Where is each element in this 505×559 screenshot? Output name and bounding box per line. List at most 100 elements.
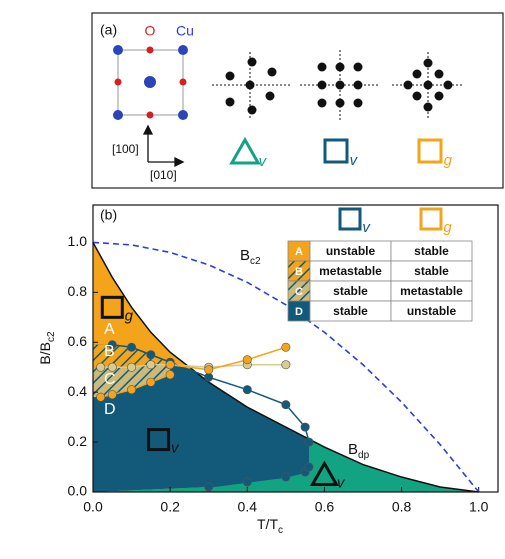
direction-arrows <box>142 124 185 168</box>
x-tick-label: 1.0 <box>469 499 489 515</box>
data-point <box>107 362 117 372</box>
table-text: stable <box>333 284 368 298</box>
square-symbol: g <box>417 138 453 169</box>
region-label: D <box>104 401 116 418</box>
x-axis-label: T/Tc <box>257 516 283 536</box>
copper-label: Cu <box>176 23 194 39</box>
triangle-symbol: v <box>309 460 346 491</box>
region-label: A <box>104 321 115 338</box>
curve-label: Bc2 <box>240 247 261 267</box>
pattern-square-v <box>300 50 380 120</box>
data-point <box>242 477 252 487</box>
x-axis-label-main: T/T <box>257 516 278 532</box>
table-text: unstable <box>326 244 376 258</box>
data-point <box>96 362 106 372</box>
data-point <box>300 422 310 432</box>
y-tick-label: 0.6 <box>68 333 88 349</box>
data-point <box>242 385 252 395</box>
square-symbol: g <box>100 295 134 324</box>
oxygen-label: O <box>145 23 156 39</box>
symbol-subscript: g <box>444 152 453 169</box>
data-point <box>204 372 214 382</box>
panel-a-label: (a) <box>100 22 117 38</box>
symbol-subscript: v <box>171 440 180 457</box>
data-point <box>304 437 314 447</box>
x-tick-label: 0.4 <box>238 499 258 515</box>
data-point <box>146 350 156 360</box>
data-point <box>281 400 291 410</box>
x-tick-label: 0.6 <box>315 499 335 515</box>
symbol-subscript: g <box>443 219 452 236</box>
square <box>147 428 171 452</box>
data-point <box>281 360 291 370</box>
y-axis-label: B/Bc2 <box>37 331 57 365</box>
table-text: metastable <box>400 284 463 298</box>
curve-label-sub: c2 <box>250 256 261 267</box>
curve-label-main: B <box>240 247 250 264</box>
data-point <box>281 342 291 352</box>
data-point <box>281 472 291 482</box>
y-tick-label: 0.2 <box>68 433 88 449</box>
table-text: stable <box>333 304 368 318</box>
curve-label-main: B <box>348 441 358 458</box>
symbol-subscript: v <box>362 219 371 236</box>
data-point <box>146 377 156 387</box>
square <box>338 207 362 231</box>
square-symbol: v <box>323 138 359 169</box>
square-symbol: v <box>147 428 180 457</box>
square-symbol: g <box>419 207 452 236</box>
triangle <box>309 460 340 487</box>
y-tick-label: 0.0 <box>68 483 88 499</box>
data-point <box>304 462 314 472</box>
series-line <box>92 241 480 493</box>
y-axis-label-sub: c2 <box>46 331 57 342</box>
curve-label-sub: dp <box>358 450 370 461</box>
square <box>100 295 124 319</box>
data-point <box>127 342 137 352</box>
region-label: C <box>104 371 116 388</box>
panel-a-frame <box>91 12 504 189</box>
direction-label: [100] <box>112 142 139 156</box>
data-point <box>146 360 156 370</box>
square-symbol: v <box>338 207 371 236</box>
pattern-square-g <box>392 52 464 118</box>
table-text: B <box>295 266 303 278</box>
symbol-subscript: g <box>125 307 134 324</box>
data-point <box>127 385 137 395</box>
symbol-subscript: v <box>259 153 268 170</box>
data-point <box>242 355 252 365</box>
data-point <box>127 362 137 372</box>
x-axis-label-sub: c <box>278 525 283 536</box>
x-tick-label: 0.2 <box>160 499 180 515</box>
data-point <box>204 365 214 375</box>
square <box>417 138 443 164</box>
table-text: D <box>295 306 303 318</box>
table-text: C <box>295 286 303 298</box>
x-tick-label: 0.0 <box>83 499 103 515</box>
table-text: unstable <box>407 304 457 318</box>
y-tick-label: 0.8 <box>68 283 88 299</box>
data-point <box>204 482 214 492</box>
symbol-subscript: v <box>337 474 346 491</box>
plot: 0.0 0.2 0.4 0.6 0.8 1.00.00.20.40.60.81.0T/Tc… <box>37 204 499 536</box>
series-line <box>170 346 287 371</box>
square <box>419 207 443 231</box>
y-tick-label: 1.0 <box>68 233 88 249</box>
y-tick-label: 0.4 <box>68 383 88 399</box>
x-tick-label: 0.8 <box>392 499 412 515</box>
symbol-subscript: v <box>350 152 359 169</box>
data-point <box>107 340 117 350</box>
region-label: B <box>104 343 115 360</box>
table-text: stable <box>414 264 449 278</box>
pattern-triangle <box>212 52 292 120</box>
triangle-symbol: v <box>229 136 268 170</box>
table-text: stable <box>414 244 449 258</box>
direction-label: [010] <box>150 168 177 182</box>
curve-label: Bdp <box>348 441 370 461</box>
plot-frame <box>92 204 499 493</box>
square <box>323 138 349 164</box>
table-text: metastable <box>319 264 382 278</box>
series-line <box>92 242 479 493</box>
panel-b-label: (b) <box>100 207 117 223</box>
